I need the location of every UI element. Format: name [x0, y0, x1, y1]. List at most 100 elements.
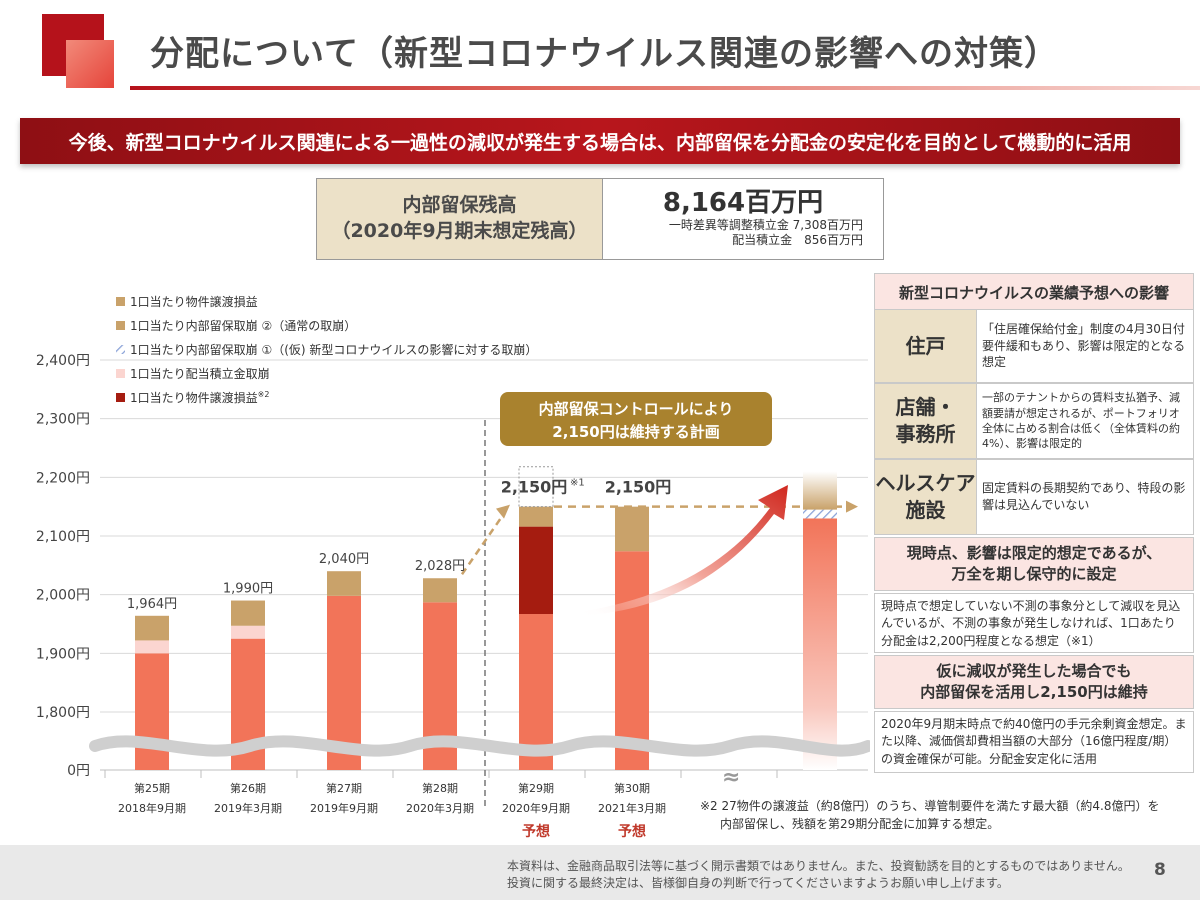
footer-bar [0, 845, 1200, 900]
legend-label: 1口当たり物件譲渡損益※2 [130, 390, 269, 405]
x-tick-date: 2018年9月期 [118, 801, 186, 815]
bar-segment [519, 506, 553, 527]
y-tick-label: 1,800円 [36, 705, 90, 721]
y-tick-label: 1,900円 [36, 646, 90, 662]
trend-arrow [460, 509, 508, 575]
legend-label: 1口当たり物件譲渡損益 [130, 294, 258, 309]
bar-segment [231, 625, 265, 639]
axis-break-wave [89, 735, 870, 757]
x-tick-period: 第26期 [230, 781, 266, 795]
growth-arrow [580, 485, 788, 616]
legend-label: 1口当たり内部留保取崩 ②（通常の取崩） [130, 318, 356, 333]
legend-swatch [116, 369, 125, 378]
legend-label: 1口当たり配当積立金取崩 [130, 366, 270, 381]
retained-earnings-label-line1: 内部留保残高 [402, 194, 517, 217]
impact-panel-header: 新型コロナウイルスの業績予想への影響 [874, 273, 1194, 311]
trend-arrow-head [496, 504, 510, 519]
x-tick-forecast: 予想 [522, 823, 550, 840]
y-tick-label: 2,100円 [36, 529, 90, 545]
bar-segment [231, 600, 265, 626]
bar-segment [327, 571, 361, 596]
callout-line1: 内部留保コントロールにより [539, 400, 734, 418]
assumption-heading-line2: 万全を期し保守的に設定 [951, 565, 1117, 583]
x-tick-period: 第27期 [326, 781, 362, 795]
retained-earnings-values: 8,164百万円 一時差異等調整積立金 7,308百万円 配当積立金 856百万… [602, 179, 883, 259]
bar-segment [519, 526, 553, 615]
future-bar-top [803, 471, 837, 510]
decline-heading-line1: 仮に減収が発生した場合でも [936, 662, 1132, 680]
decline-heading: 仮に減収が発生した場合でも 内部留保を活用し2,150円は維持 [874, 655, 1194, 709]
assumption-heading: 現時点、影響は限定的想定であるが、 万全を期し保守的に設定 [874, 537, 1194, 591]
impact-row-healthcare: ヘルスケア 施設 固定賃料の長期契約であり、特段の影響は見込んでいない [874, 459, 1194, 535]
x-tick-date: 2019年9月期 [310, 801, 378, 815]
legend-swatch [116, 393, 125, 402]
impact-row-text: 「住居確保給付金」制度の4月30日付要件緩和もあり、影響は限定的となる想定 [982, 321, 1186, 370]
future-bar-hatch [803, 509, 837, 519]
impact-row-residential: 住戸 「住居確保給付金」制度の4月30日付要件緩和もあり、影響は限定的となる想定 [874, 309, 1194, 383]
title-underline [130, 86, 1200, 90]
future-bar-base [803, 518, 837, 770]
retained-earnings-box: 内部留保残高 （2020年9月期末想定残高） 8,164百万円 一時差異等調整積… [316, 178, 884, 260]
footnote-line1: ※2 27物件の譲渡益（約8億円）のうち、導管制要件を満たす最大額（約4.8億円… [700, 799, 1160, 813]
legend-swatch [116, 321, 125, 330]
distribution-chart: 内部留保コントロールにより 2,150円は維持する計画 2,400円 2,300円 2… [36, 294, 870, 840]
bar-segment [135, 615, 169, 641]
x-tick-date: 2019年3月期 [214, 801, 282, 815]
axis-break-mark: ≈ [722, 765, 740, 790]
x-tick-date: 2020年9月期 [502, 801, 570, 815]
dotted-assumption-box [518, 466, 554, 508]
impact-row-retail-office: 店舗・ 事務所 一部のテナントからの賃料支払猶予、減額要請が想定されるが、ポート… [874, 383, 1194, 459]
retained-earnings-detail-2: 配当積立金 856百万円 [732, 233, 863, 248]
legend-label-note: ※2 [258, 390, 270, 399]
page-number: 8 [1154, 860, 1166, 880]
y-tick-label: 0円 [67, 763, 90, 779]
decline-text: 2020年9月期末時点で約40億円の手元余剰資金想定。また以降、減価償却費相当額… [874, 711, 1194, 773]
legend-swatch [116, 297, 125, 306]
target-line-head [846, 500, 858, 513]
bar-total-label: 2,150円 [605, 478, 672, 497]
bar-segment [519, 614, 553, 770]
x-tick-period: 第25期 [134, 781, 170, 795]
bar-total-label: 2,150円 [501, 478, 568, 497]
x-tick-period: 第29期 [518, 781, 554, 795]
x-tick-period: 第30期 [614, 781, 650, 795]
disclaimer-line2: 投資に関する最終決定は、皆様御自身の判断で行ってくださいますようお願い申し上げま… [507, 876, 1009, 890]
x-tick-forecast: 予想 [618, 823, 646, 840]
decline-heading-line2: 内部留保を活用し2,150円は維持 [920, 683, 1148, 701]
page-title: 分配について（新型コロナウイルス関連の影響への対策） [150, 34, 1059, 74]
key-message-banner: 今後、新型コロナウイルス関連による一過性の減収が発生する場合は、内部留保を分配金… [20, 118, 1180, 164]
x-tick-date: 2020年3月期 [406, 801, 474, 815]
bar-total-label: 1,990円 [223, 582, 273, 597]
retained-earnings-label: 内部留保残高 （2020年9月期末想定残高） [317, 179, 602, 259]
retained-earnings-label-line2: （2020年9月期末想定残高） [331, 220, 588, 242]
bar-total-label: 2,040円 [319, 552, 369, 567]
y-tick-label: 2,200円 [36, 470, 90, 486]
y-tick-label: 2,400円 [36, 353, 90, 369]
legend-swatch [116, 345, 125, 354]
bar-segment [423, 578, 457, 603]
retained-earnings-total: 8,164百万円 [662, 188, 824, 219]
impact-row-label: 住戸 [875, 310, 977, 382]
y-tick-label: 2,300円 [36, 412, 90, 428]
impact-row-label: 店舗・ 事務所 [875, 384, 977, 458]
x-tick-date: 2021年3月期 [598, 801, 666, 815]
bar-segment [615, 551, 649, 770]
bar-segment [135, 653, 169, 770]
callout: 内部留保コントロールにより 2,150円は維持する計画 [500, 392, 772, 446]
bar-total-label-note: ※1 [570, 478, 585, 489]
assumption-text: 現時点で想定していない不測の事象分として減収を見込んでいるが、不測の事象が発生し… [874, 593, 1194, 653]
bar-segment [135, 640, 169, 654]
logo-square-light [66, 40, 114, 88]
assumption-heading-line1: 現時点、影響は限定的想定であるが、 [906, 544, 1162, 562]
bar-total-label: 1,964円 [127, 597, 177, 612]
callout-box [500, 392, 772, 446]
x-tick-period: 第28期 [422, 781, 458, 795]
bar-segment [615, 506, 649, 552]
footnote: ※2 27物件の譲渡益（約8億円）のうち、導管制要件を満たす最大額（約4.8億円… [700, 797, 1160, 833]
legend-label: 1口当たり内部留保取崩 ①（(仮) 新型コロナウイルスの影響に対する取崩） [130, 342, 537, 357]
impact-row-label: ヘルスケア 施設 [875, 460, 977, 534]
y-tick-label: 2,000円 [36, 588, 90, 604]
footnote-line2: 内部留保し、残額を第29期分配金に加算する想定。 [720, 817, 1000, 831]
bar-total-label: 2,028円 [415, 559, 465, 574]
disclaimer-line1: 本資料は、金融商品取引法等に基づく開示書類ではありません。また、投資勧誘を目的と… [507, 859, 1130, 873]
